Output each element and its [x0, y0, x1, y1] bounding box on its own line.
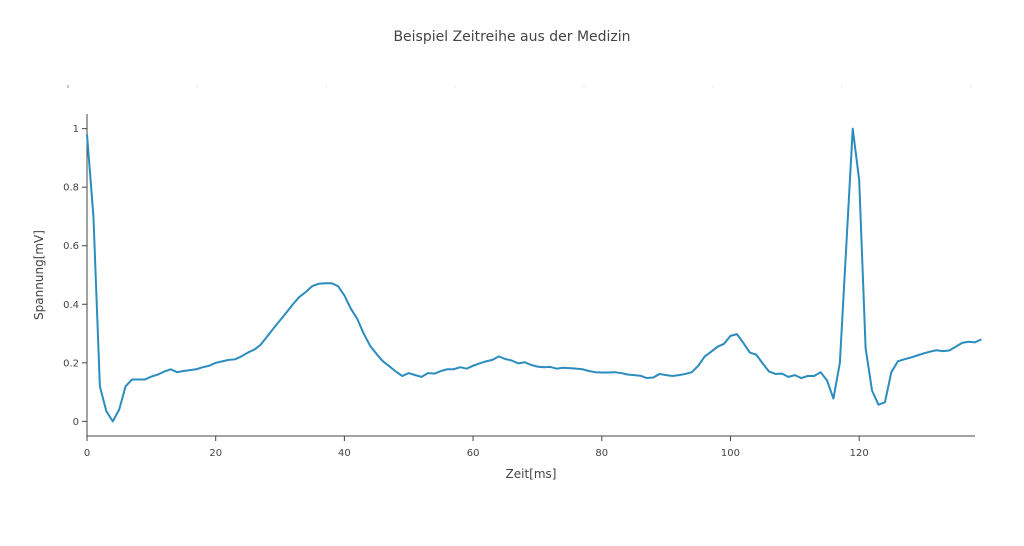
- x-axis-ticks: 0 20 40 60 80 100 120: [84, 436, 869, 459]
- toolbar-placeholder: [68, 85, 971, 88]
- y-axis-ticks: 0 0.2 0.4 0.6 0.8 1: [63, 124, 87, 428]
- x-tick-label: 120: [850, 448, 869, 459]
- y-tick-label: 0.2: [63, 358, 79, 369]
- y-tick-label: 0.8: [63, 183, 79, 194]
- x-axis-label: Zeit[ms]: [506, 467, 557, 481]
- x-tick-label: 80: [595, 448, 608, 459]
- y-tick-label: 0.6: [63, 241, 79, 252]
- x-tick-label: 60: [467, 448, 480, 459]
- y-tick-label: 0.4: [63, 300, 79, 311]
- x-tick-label: 100: [721, 448, 740, 459]
- x-tick-label: 20: [209, 448, 222, 459]
- x-tick-label: 40: [338, 448, 351, 459]
- data-points: [87, 129, 982, 422]
- plot-area: 0 0.2 0.4 0.6 0.8 1 0 20 40 60 80 100 120: [63, 114, 981, 459]
- chart-title: Beispiel Zeitreihe aus der Medizin: [393, 29, 630, 45]
- y-tick-label: 1: [73, 124, 79, 135]
- y-axis-label: Spannung[mV]: [32, 230, 46, 320]
- y-tick-label: 0: [73, 417, 79, 428]
- series-line: [87, 129, 981, 422]
- x-tick-label: 0: [84, 448, 90, 459]
